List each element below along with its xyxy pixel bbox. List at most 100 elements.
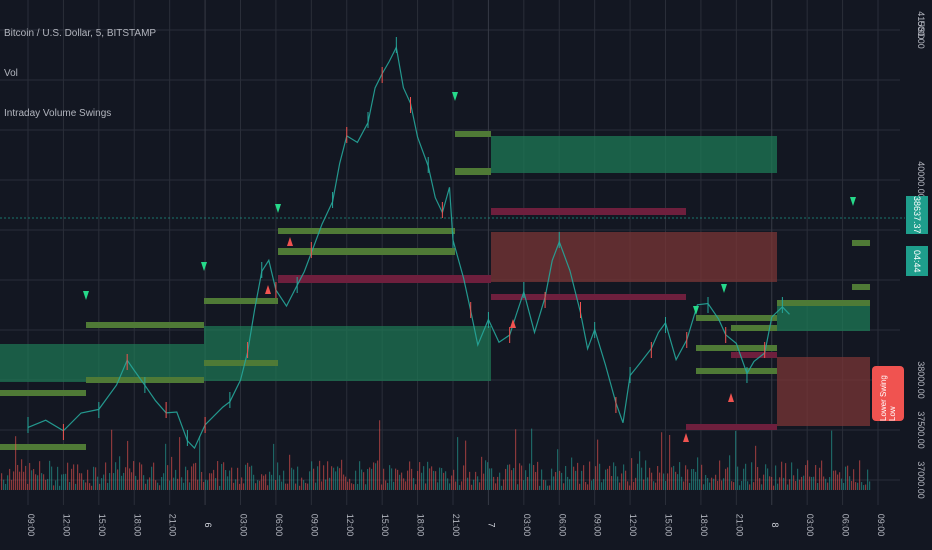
volume-bar (351, 483, 353, 490)
volume-bar (95, 467, 97, 490)
volume-bar (407, 470, 409, 490)
volume-bar (253, 474, 255, 490)
volume-bar (717, 480, 719, 490)
volume-bar (271, 474, 273, 490)
volume-bar (185, 466, 187, 490)
volume-bar (449, 483, 451, 490)
volume-bar (99, 483, 101, 490)
volume-bar (659, 472, 661, 490)
volume-bar (327, 461, 329, 490)
volume-bar (615, 466, 617, 490)
volume-bar (177, 478, 179, 490)
volume-bar (323, 465, 325, 490)
volume-bar (119, 456, 121, 490)
time-tick-label: 18:00 (416, 514, 426, 537)
indicator-legend[interactable]: Intraday Volume Swings (4, 108, 112, 119)
volume-bars (1, 420, 871, 490)
volume-bar (337, 466, 339, 490)
volume-bar (835, 470, 837, 490)
volume-bar (557, 449, 559, 490)
volume-bar (589, 461, 591, 490)
volume-bar (355, 470, 357, 490)
swing-low-arrow (728, 393, 734, 402)
volume-bar (309, 471, 311, 490)
volume-bar (617, 476, 619, 490)
volume-bar (53, 485, 55, 490)
volume-bar (687, 469, 689, 490)
volume-bar (851, 480, 853, 490)
volume-zone (491, 136, 777, 173)
volume-bar (573, 466, 575, 490)
volume-bar (489, 468, 491, 490)
time-tick-label: 09:00 (26, 514, 36, 537)
swing-level-line (777, 300, 870, 306)
volume-bar (165, 443, 167, 490)
volume-bar (441, 468, 443, 490)
volume-bar (723, 478, 725, 490)
volume-bar (825, 478, 827, 490)
volume-bar (437, 482, 439, 490)
volume-bar (859, 460, 861, 490)
time-axis[interactable]: 09:00 12:00 15:00 18:00 21:00 6 03:00 06:00 09:0… (0, 505, 905, 550)
volume-bar (353, 484, 355, 490)
volume-bar (125, 467, 127, 490)
volume-bar (453, 469, 455, 490)
volume-bar (751, 462, 753, 490)
last-price-badge: 38637.37 (906, 196, 928, 234)
volume-bar (417, 470, 419, 490)
volume-bar (91, 485, 93, 490)
volume-bar (103, 474, 105, 490)
volume-bar (207, 480, 209, 490)
volume-bar (85, 482, 87, 490)
volume-bar (47, 478, 49, 490)
volume-bar (109, 473, 111, 490)
volume-bar (137, 479, 139, 490)
volume-bar (129, 468, 131, 490)
volume-bar (611, 476, 613, 490)
volume-zone (491, 232, 777, 282)
volume-bar (385, 480, 387, 490)
volume-bar (41, 473, 43, 490)
swing-level-line (696, 315, 777, 321)
volume-legend[interactable]: Vol (4, 68, 18, 79)
volume-bar (107, 482, 109, 490)
volume-bar (273, 443, 275, 490)
swing-level-line (278, 228, 455, 234)
volume-bar (287, 483, 289, 490)
volume-bar (531, 428, 533, 490)
volume-bar (187, 470, 189, 490)
volume-bar (863, 485, 865, 490)
volume-bar (781, 461, 783, 490)
volume-bar (857, 482, 859, 490)
swing-low-arrow (287, 237, 293, 246)
volume-bar (381, 484, 383, 490)
volume-bar (293, 469, 295, 490)
volume-bar (799, 479, 801, 490)
volume-bar (533, 465, 535, 490)
volume-bar (823, 476, 825, 490)
swing-level-line (278, 248, 455, 255)
volume-bar (725, 468, 727, 490)
volume-bar (75, 483, 77, 490)
volume-bar (289, 454, 291, 490)
volume-bar (693, 468, 695, 490)
volume-bar (239, 483, 241, 490)
volume-bar (33, 469, 35, 490)
volume-bar (413, 478, 415, 490)
volume-bar (667, 473, 669, 490)
symbol-legend[interactable]: Bitcoin / U.S. Dollar, 5, BITSTAMP (4, 28, 157, 39)
price-line (27, 45, 790, 450)
swing-level-line (491, 208, 686, 215)
volume-bar (565, 465, 567, 490)
time-tick-label: 03:00 (805, 514, 815, 537)
volume-bar (527, 476, 529, 490)
volume-bar (235, 479, 237, 490)
volume-bar (451, 475, 453, 490)
volume-bar (469, 471, 471, 490)
volume-bar (241, 477, 243, 490)
volume-bar (19, 471, 21, 490)
volume-bar (721, 480, 723, 490)
time-tick-label: 21:00 (168, 514, 178, 537)
volume-bar (149, 477, 151, 490)
